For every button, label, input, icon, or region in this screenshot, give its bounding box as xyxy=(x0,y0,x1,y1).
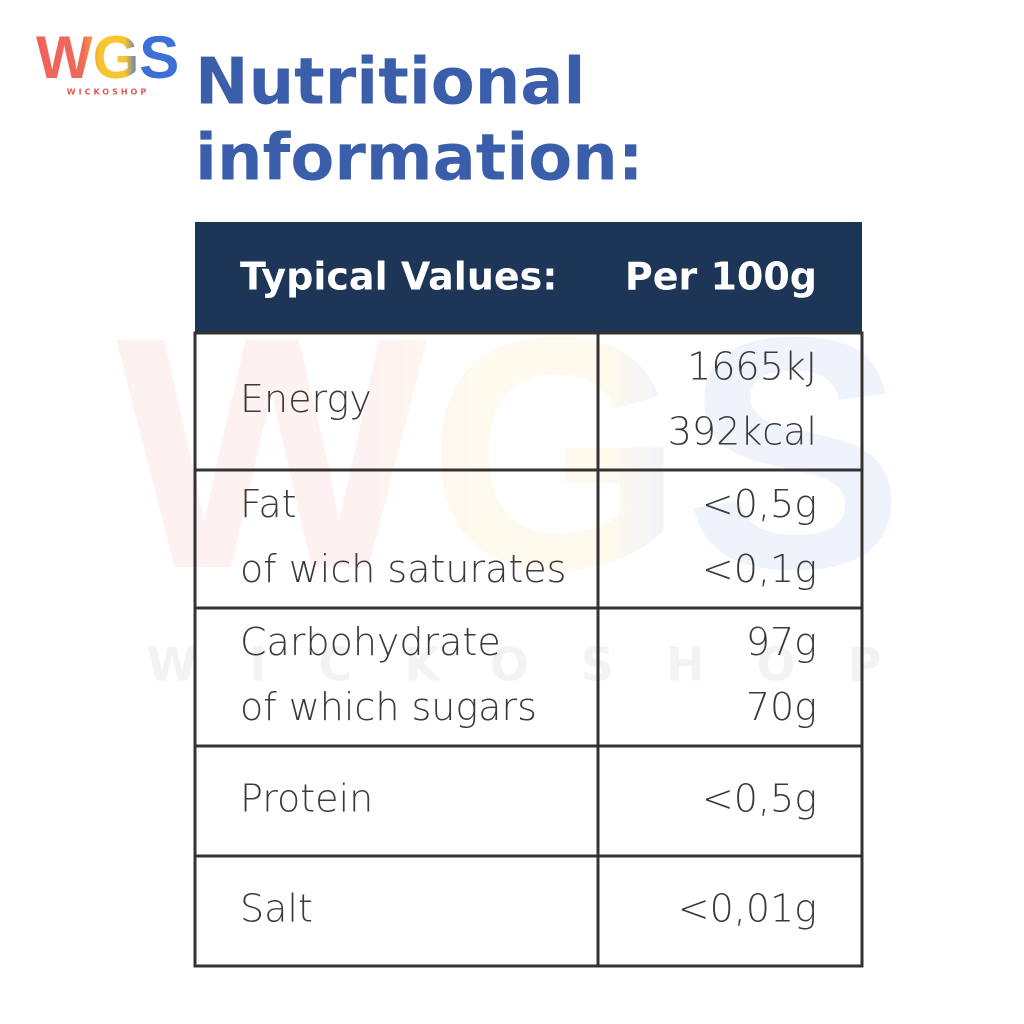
nutrient: of wich saturates xyxy=(240,547,566,591)
value: <0,01g xyxy=(678,887,817,931)
table-header xyxy=(195,222,862,333)
value: <0,5g xyxy=(702,777,817,821)
watermark-tagline: WICKOSHOP xyxy=(147,638,934,692)
logo: WGS xyxy=(36,24,179,91)
logo-tagline: WICKOSHOP xyxy=(67,88,149,97)
table-row xyxy=(193,854,864,968)
nutrient: Energy xyxy=(240,377,372,421)
value: 392kcal xyxy=(668,410,817,454)
table-body: Energy 1665kJ 392kcal Fat of wich saturates <… xyxy=(193,331,864,968)
value: <0,5g xyxy=(702,482,817,526)
title-line: information: xyxy=(195,122,643,196)
value: 70g xyxy=(746,685,817,729)
value: <0,1g xyxy=(702,547,817,591)
nutrient: Fat xyxy=(240,482,297,526)
nutrient: Salt xyxy=(240,887,313,931)
nutrient: of which sugars xyxy=(240,685,537,729)
header-cell: Typical Values: xyxy=(240,255,557,299)
value: 97g xyxy=(746,620,817,664)
header-cell: Per 100g xyxy=(625,255,817,299)
nutrient: Protein xyxy=(240,777,373,821)
nutrient: Carbohydrate xyxy=(240,620,501,664)
value: 1665kJ xyxy=(687,345,817,389)
title-line: Nutritional xyxy=(195,46,585,120)
